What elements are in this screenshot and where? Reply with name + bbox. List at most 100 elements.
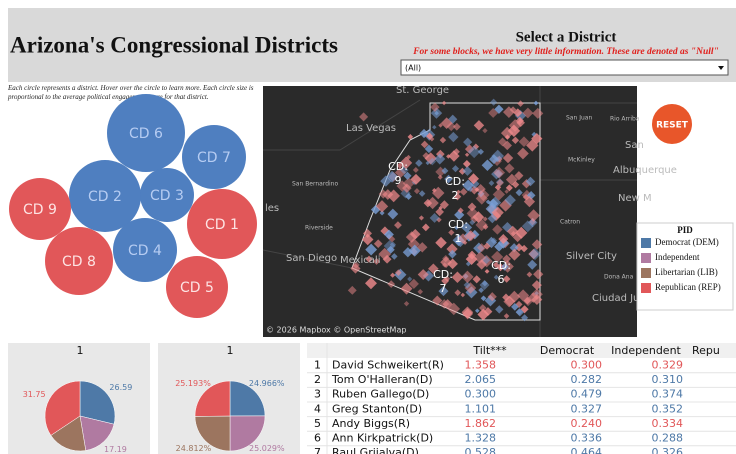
map-point: [509, 243, 519, 253]
bubble[interactable]: CD 7: [182, 125, 246, 189]
bubble[interactable]: CD 8: [45, 227, 113, 295]
note: For some blocks, we have very little inf…: [412, 47, 719, 57]
map-point: [515, 189, 523, 197]
district-prefix: CD:: [433, 268, 453, 281]
bubble-circle[interactable]: [166, 256, 228, 318]
map-point: [494, 241, 504, 252]
map-point: [389, 241, 397, 248]
map-point: [533, 269, 544, 280]
reset-button[interactable]: RESET: [652, 104, 692, 144]
dropdown-box[interactable]: [400, 59, 729, 76]
bubble-label[interactable]: CD 3: [150, 188, 184, 204]
bubble[interactable]: CD 1: [187, 189, 257, 259]
map-point: [394, 166, 407, 179]
map-point: [444, 174, 453, 184]
bubble-circle[interactable]: [182, 125, 246, 189]
district-prefix: CD:: [448, 218, 468, 231]
map-point: [434, 153, 446, 165]
map-point: [496, 179, 504, 187]
district-prefix: CD:: [491, 259, 511, 272]
bubble-circle[interactable]: [140, 168, 194, 222]
table-header: Independent: [611, 344, 681, 357]
map-point: [487, 292, 497, 302]
map-point: [403, 171, 412, 180]
row-value: 1.358: [465, 359, 497, 372]
reset-circle[interactable]: [652, 104, 692, 144]
map-point: [513, 108, 523, 118]
dropdown-value[interactable]: (All): [405, 64, 421, 73]
bubble-circle[interactable]: [107, 94, 185, 172]
table-header-bg: [307, 343, 736, 358]
bubble[interactable]: CD 3: [140, 168, 194, 222]
map-point: [487, 213, 498, 224]
row-rank: 1: [314, 359, 321, 372]
bubble[interactable]: CD 4: [113, 218, 177, 282]
map-point: [492, 188, 506, 201]
bubbles: CD 6 CD 7 CD 2 CD 3 CD 9 CD 1 CD 4 CD 8 CD 5: [9, 94, 257, 318]
map-point: [391, 253, 398, 260]
map-point: [412, 166, 419, 173]
bubble-label[interactable]: CD 8: [62, 254, 96, 270]
map-point: [494, 169, 504, 179]
map-point: [448, 131, 459, 143]
map-point: [467, 186, 474, 193]
bubble[interactable]: CD 9: [9, 178, 71, 240]
map-point: [464, 144, 475, 154]
bubble[interactable]: CD 6: [107, 94, 185, 172]
row-value: 0.336: [571, 432, 603, 445]
bubble-circle[interactable]: [187, 189, 257, 259]
map-point: [527, 259, 538, 270]
bubble-label[interactable]: CD 9: [23, 202, 57, 218]
map-point: [508, 119, 522, 132]
map-point: [502, 275, 511, 283]
bubble[interactable]: CD 2: [69, 160, 141, 232]
bubble-label[interactable]: CD 5: [180, 280, 214, 296]
map-point: [475, 192, 488, 205]
map-point: [432, 186, 445, 200]
map-point: [466, 207, 479, 220]
description-text: Each circle represents a district. Hover…: [7, 84, 254, 101]
bubble-label[interactable]: CD 7: [197, 150, 231, 166]
map-place: San Diego: [286, 253, 337, 264]
map-point: [439, 136, 447, 144]
map-point: [479, 280, 490, 290]
bubble-circle[interactable]: [45, 227, 113, 295]
legend-label: Independent: [655, 252, 700, 262]
dropdown-arrow[interactable]: [718, 66, 724, 70]
map-point: [429, 136, 435, 142]
district-number: 9: [395, 174, 402, 187]
row-rank: 7: [314, 446, 321, 454]
map-point: [463, 137, 473, 147]
row-name: Ruben Gallego(D): [332, 388, 429, 401]
map-point: [502, 152, 514, 164]
bubble-circle[interactable]: [113, 218, 177, 282]
map-point: [386, 245, 395, 254]
map-point: [472, 211, 485, 223]
pie-slice: [50, 415, 87, 452]
reset-label[interactable]: RESET: [656, 121, 689, 131]
bubble-label[interactable]: CD 2: [88, 189, 122, 205]
bubble-circle[interactable]: [69, 160, 141, 232]
bubble-circle[interactable]: [9, 178, 71, 240]
bubble-label[interactable]: CD 6: [129, 126, 163, 142]
bubble-label[interactable]: CD 4: [128, 243, 162, 259]
district-prefix: CD:: [445, 175, 465, 188]
bubble-label[interactable]: CD 1: [205, 217, 239, 233]
pie-slice: [79, 380, 116, 425]
map-point: [417, 289, 423, 295]
map-point: [482, 224, 489, 230]
map-point: [491, 206, 504, 219]
legend-label: Democrat (DEM): [655, 237, 719, 247]
map-point: [405, 193, 412, 200]
map-point: [453, 192, 462, 201]
dropdown[interactable]: (All): [400, 59, 729, 76]
map-point: [493, 274, 499, 280]
bubble[interactable]: CD 5: [166, 256, 228, 318]
description-line: Each circle represents a district. Hover…: [7, 84, 254, 92]
row-value: 0.374: [652, 388, 684, 401]
map-points: [347, 98, 544, 322]
map-point: [457, 207, 464, 214]
map-place: San: [625, 140, 644, 151]
map-point: [521, 314, 529, 322]
row-name: Ann Kirkpatrick(D): [332, 432, 433, 445]
